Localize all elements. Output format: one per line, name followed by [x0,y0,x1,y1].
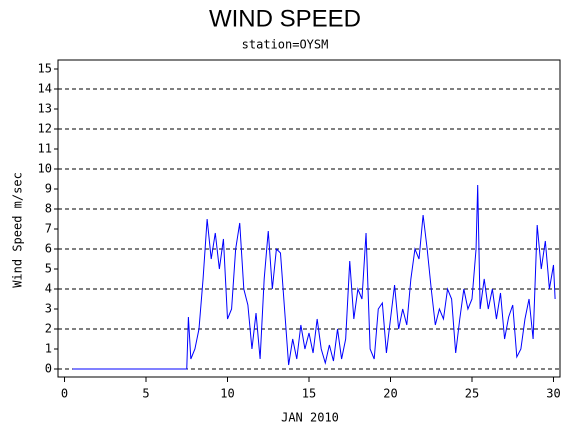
chart-title: WIND SPEED [209,5,361,32]
data-line [72,184,556,370]
plot-frame [57,59,561,378]
y-tick-label: 10 [38,162,52,176]
x-tick-label: 10 [220,387,234,401]
y-axis-label: Wind Speed m/sec [11,172,25,288]
chart-subtitle: station=OYSM [242,38,329,52]
x-tick-label: 0 [61,387,68,401]
y-tick-label: 3 [45,302,52,316]
x-tick-label: 20 [383,387,397,401]
x-tick-label: 25 [465,387,479,401]
y-tick-label: 13 [38,102,52,116]
y-tick-label: 0 [45,362,52,376]
y-tick-label: 1 [45,342,52,356]
x-tick-label: 15 [302,387,316,401]
y-tick-label: 5 [45,262,52,276]
y-tick-label: 12 [38,122,52,136]
y-tick-label: 15 [38,62,52,76]
y-tick-label: 2 [45,322,52,336]
x-tick-label: 5 [142,387,149,401]
x-axis-label: JAN 2010 [281,411,339,425]
y-tick-label: 4 [45,282,52,296]
y-tick-label: 14 [38,82,52,96]
y-tick-label: 6 [45,242,52,256]
y-tick-label: 9 [45,182,52,196]
y-tick-label: 7 [45,222,52,236]
y-tick-label: 11 [38,142,52,156]
x-tick-label: 30 [546,387,560,401]
y-tick-label: 8 [45,202,52,216]
